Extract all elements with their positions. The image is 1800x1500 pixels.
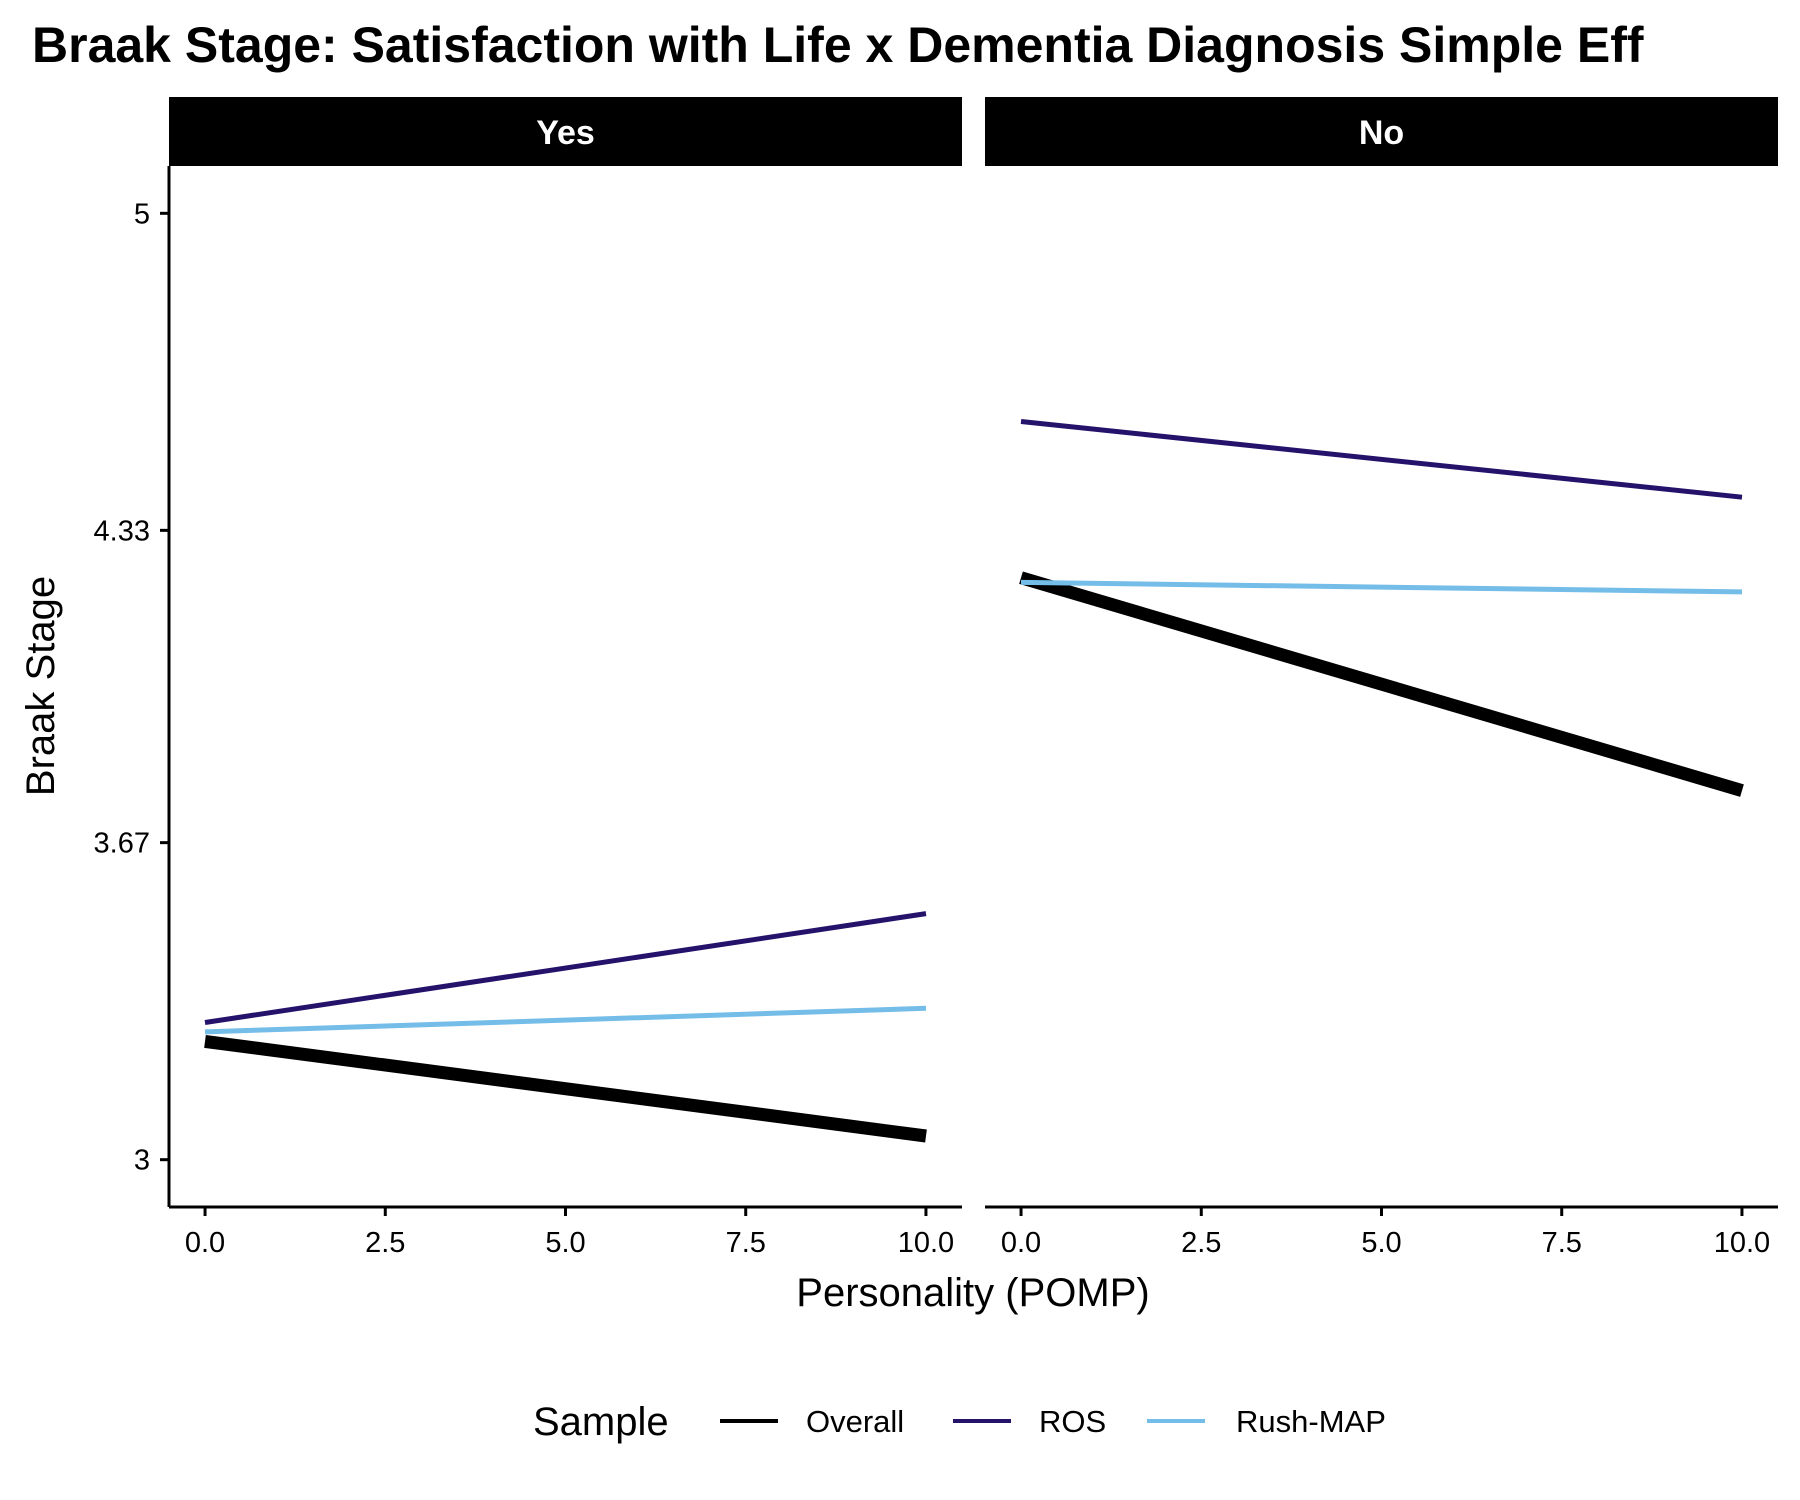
legend-title: Sample <box>533 1400 669 1444</box>
series-line-ros-yes <box>204 911 927 1025</box>
strip-yes <box>169 97 962 166</box>
x-tick-label: 7.5 <box>1542 1227 1582 1259</box>
y-tick-label: 3 <box>134 1145 150 1177</box>
x-tick-label: 10.0 <box>1714 1227 1770 1259</box>
legend: Sample Overall ROS Rush-MAP <box>533 1400 1386 1444</box>
series-line-rush-map-yes <box>204 1005 927 1035</box>
x-tick-label: 0.0 <box>185 1227 225 1259</box>
x-tick-label: 5.0 <box>1361 1227 1401 1259</box>
legend-label-overall: Overall <box>806 1404 904 1439</box>
x-tick-label: 0.0 <box>1001 1227 1041 1259</box>
x-tick-label: 2.5 <box>1181 1227 1221 1259</box>
x-axis-title: Personality (POMP) <box>796 1271 1149 1315</box>
x-tick-label: 5.0 <box>545 1227 585 1259</box>
legend-label-ros: ROS <box>1039 1404 1106 1439</box>
series-line-overall-no <box>1019 571 1744 797</box>
series-line-overall-yes <box>204 1034 927 1143</box>
x-tick-label: 10.0 <box>898 1227 954 1259</box>
x-tick-label: 2.5 <box>365 1227 405 1259</box>
series-line-ros-no <box>1020 419 1743 500</box>
series-line-rush-map-no <box>1020 579 1743 595</box>
strip-label-yes: Yes <box>536 114 595 152</box>
chart-title: Braak Stage: Satisfaction with Life x De… <box>32 17 1644 73</box>
y-tick-label: 5 <box>134 198 150 230</box>
strip-no <box>985 97 1778 166</box>
series-lines <box>204 419 1744 1143</box>
axis-ticks: 3 3.67 4.33 5 0.0 2.5 5.0 7.5 10.0 0.0 2.5 5.0 7.5 10… <box>94 198 1771 1259</box>
strip-label-no: No <box>1359 114 1404 152</box>
y-tick-label: 3.67 <box>94 828 150 860</box>
legend-label-rush-map: Rush-MAP <box>1236 1404 1386 1439</box>
y-tick-label: 4.33 <box>94 515 150 547</box>
x-tick-label: 7.5 <box>726 1227 766 1259</box>
y-axis-title: Braak Stage <box>19 576 63 796</box>
